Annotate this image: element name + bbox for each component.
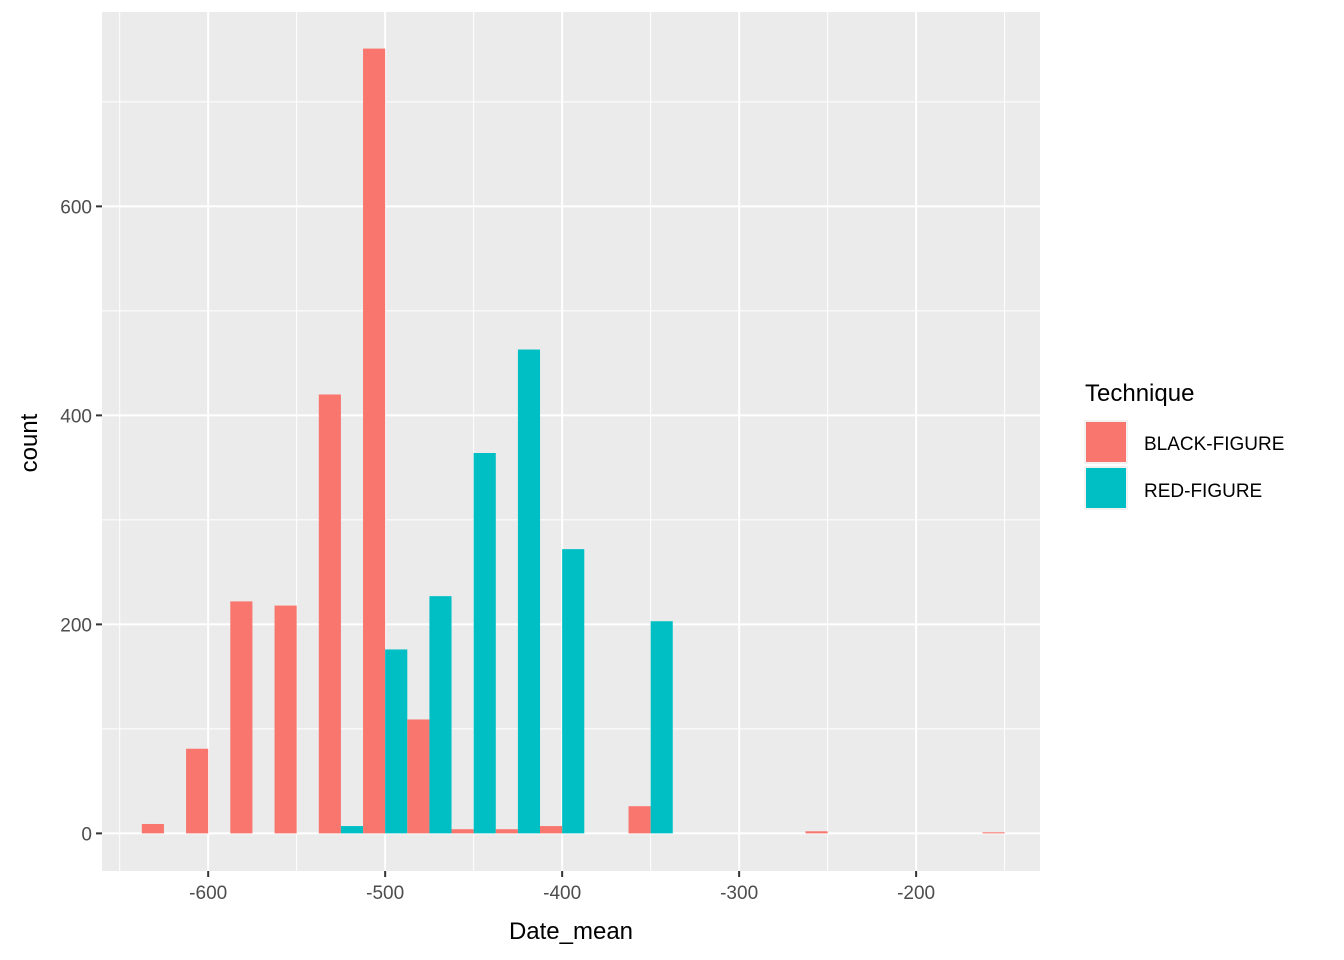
bar-black-figure <box>186 748 209 834</box>
bar-red-figure <box>385 649 408 834</box>
x-axis: -600 -500 -400 -300 -200 <box>189 871 935 904</box>
y-tick-label: 200 <box>60 615 92 636</box>
bar-black-figure <box>274 605 297 834</box>
legend-swatch-black-figure <box>1086 422 1126 462</box>
minor-grid <box>102 12 1040 871</box>
legend-label-black-figure: BLACK-FIGURE <box>1144 434 1284 455</box>
bar-black-figure <box>540 826 563 834</box>
bar-black-figure <box>230 601 253 834</box>
bar-black-figure <box>982 832 1005 834</box>
y-tick-label: 600 <box>60 197 92 218</box>
y-tick-label: 400 <box>60 406 92 427</box>
bar-black-figure <box>141 823 164 834</box>
bar-black-figure <box>318 394 341 834</box>
legend: Technique BLACK-FIGURE RED-FIGURE <box>1084 380 1284 510</box>
bar-red-figure <box>340 826 364 834</box>
bar-red-figure <box>429 596 452 834</box>
bar-red-figure <box>517 349 541 834</box>
bar-red-figure <box>473 452 496 834</box>
y-tick-label: 0 <box>81 824 92 845</box>
x-tick-label: -600 <box>189 883 227 904</box>
x-tick-label: -400 <box>543 883 581 904</box>
y-axis-title: count <box>16 413 43 472</box>
legend-swatch-red-figure <box>1086 468 1126 508</box>
bar-black-figure <box>628 806 651 834</box>
x-tick-label: -500 <box>366 883 404 904</box>
y-axis: 0 200 400 600 <box>60 197 102 845</box>
bar-black-figure <box>407 719 430 834</box>
x-tick-label: -200 <box>897 883 935 904</box>
major-grid <box>102 12 1040 871</box>
bar-red-figure <box>562 549 585 834</box>
legend-title: Technique <box>1085 380 1194 407</box>
bar-black-figure <box>363 48 386 834</box>
x-tick-label: -300 <box>720 883 758 904</box>
legend-label-red-figure: RED-FIGURE <box>1144 481 1262 502</box>
bar-black-figure <box>805 831 828 834</box>
bar-black-figure <box>451 829 474 834</box>
x-axis-title: Date_mean <box>509 918 633 945</box>
bar-black-figure <box>495 829 518 834</box>
bar-red-figure <box>650 621 673 834</box>
bars <box>141 48 1005 834</box>
